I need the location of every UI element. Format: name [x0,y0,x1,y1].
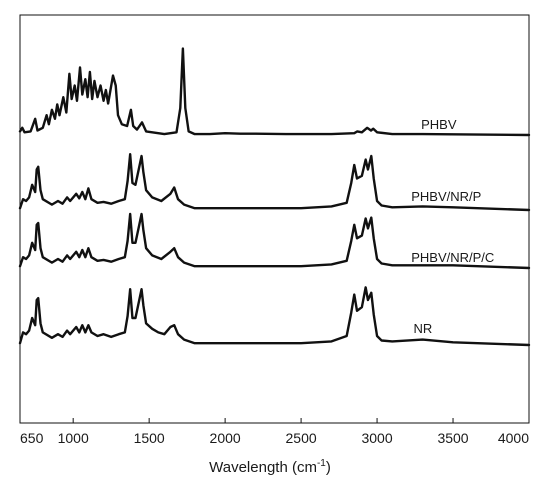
spectrum-line-nr [18,286,531,347]
plot-frame [19,14,530,424]
x-axis-ticks [19,418,530,423]
spectrum-line-phbv [18,47,531,137]
x-tick-label: 3000 [361,430,392,446]
series-label: PHBV/NR/P/C [411,250,494,265]
x-tick-label: 1500 [134,430,165,446]
series-label: PHBV/NR/P [411,189,481,204]
spectrum-line-phbv-nr-p [18,153,531,212]
x-tick-label: 2000 [210,430,241,446]
series-label: PHBV [421,117,457,132]
x-tick-label: 1000 [58,430,89,446]
x-tick-label: 2500 [286,430,317,446]
series-labels: PHBV PHBV/NR/P PHBV/NR/P/C NR [411,117,494,336]
spectrum-line-phbv-nr-p-c [18,212,531,270]
series-label: NR [414,321,433,336]
x-axis-title: Wavelength (cm-1) [209,458,331,476]
x-tick-label: 4000 [498,430,529,446]
spectra [18,47,531,347]
x-axis-tick-labels: 650 1000 1500 2000 2500 3000 3500 4000 [20,430,529,446]
x-tick-label: 3500 [437,430,468,446]
x-tick-label: 650 [20,430,44,446]
